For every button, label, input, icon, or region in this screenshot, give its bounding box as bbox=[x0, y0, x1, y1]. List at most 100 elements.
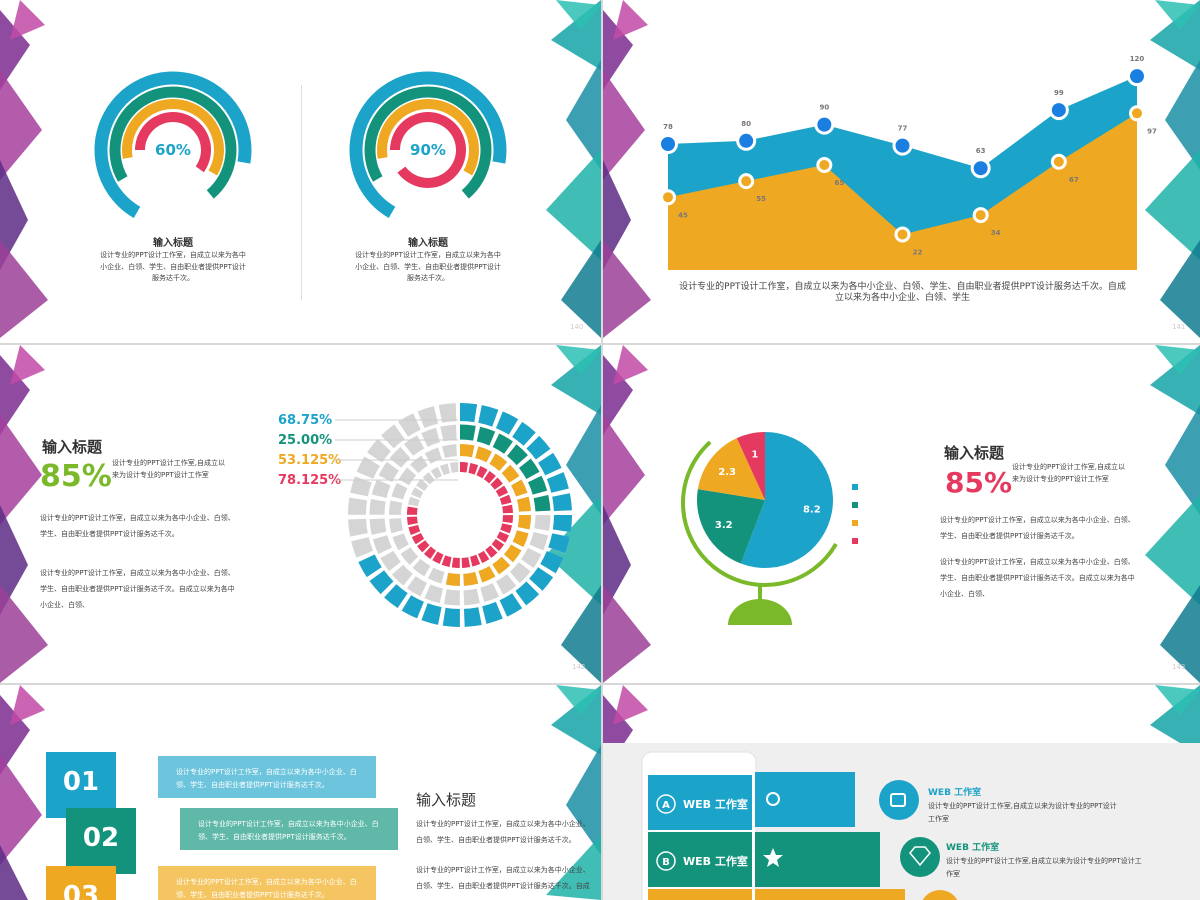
ring-label: 68.75% bbox=[278, 413, 332, 428]
step-text: 设计专业的PPT设计工作室，自成立以来为各中小企业、白领、学生、自由职业者提供P… bbox=[198, 820, 379, 842]
decor-left bbox=[0, 755, 42, 865]
globe-base bbox=[728, 599, 792, 625]
letter: A bbox=[662, 800, 670, 811]
point-label: 90 bbox=[819, 104, 829, 112]
decor-right bbox=[1145, 150, 1200, 260]
phone-block bbox=[648, 832, 752, 887]
letter-badge bbox=[656, 851, 676, 871]
big-number: 85% bbox=[40, 459, 112, 494]
point-core bbox=[817, 117, 832, 132]
point-label: 34 bbox=[991, 229, 1001, 237]
big-number: 85% bbox=[945, 466, 1013, 499]
decor-left bbox=[613, 685, 648, 725]
title: 输入标题 bbox=[42, 438, 103, 456]
phone-label: WEB 工作室 bbox=[683, 854, 748, 868]
paragraph: 设计专业的PPT设计工作室，自成立以来为各中小企业、白领、学生、自由职业者提供P… bbox=[416, 866, 590, 891]
decor-right bbox=[1160, 585, 1200, 683]
letter: B bbox=[662, 857, 670, 868]
decor-right bbox=[556, 685, 601, 715]
pie-slice bbox=[697, 489, 765, 564]
decor-left bbox=[603, 505, 631, 615]
ring-decor bbox=[94, 71, 252, 218]
decor-left bbox=[603, 585, 651, 683]
point-label: 77 bbox=[898, 125, 908, 133]
decor-right bbox=[561, 585, 601, 683]
point-core bbox=[1053, 156, 1064, 167]
decor-left bbox=[603, 160, 631, 270]
pie-slice bbox=[697, 438, 765, 500]
decor-left bbox=[0, 355, 30, 435]
decor-right bbox=[566, 60, 601, 170]
pie-label: 2.3 bbox=[718, 467, 736, 478]
decor-right bbox=[1145, 495, 1200, 605]
ring-arc bbox=[135, 112, 211, 173]
decor-right bbox=[1165, 60, 1200, 170]
paragraph: 设计专业的PPT设计工作室，自成立以来为各中小企业、白领、学生、自由职业者提供P… bbox=[40, 514, 235, 539]
decor-left bbox=[10, 0, 45, 40]
point-core bbox=[973, 161, 988, 176]
item-title: WEB 工作室 bbox=[946, 843, 1000, 853]
ring-arc bbox=[390, 112, 466, 188]
divider bbox=[301, 85, 302, 300]
point-label: 99 bbox=[1054, 89, 1064, 97]
decor-right bbox=[566, 405, 601, 515]
point-label: 97 bbox=[1147, 127, 1157, 135]
text-bar bbox=[180, 808, 398, 850]
globe-ring bbox=[681, 440, 838, 587]
legend-swatch bbox=[852, 502, 858, 508]
diamond bbox=[909, 846, 931, 867]
point-core bbox=[663, 192, 673, 203]
item-text: 设计专业的PPT设计工作室,自成立以来为设计专业的PPT设计工作室 bbox=[928, 802, 1117, 824]
title: 输入标题 bbox=[416, 791, 477, 809]
decor-left bbox=[0, 160, 28, 270]
point-core bbox=[1051, 103, 1066, 118]
area bbox=[668, 113, 1137, 270]
title: 输入标题 bbox=[944, 444, 1005, 462]
ring-text: 设计专业的PPT设计工作室，自成立以来为各中小企业、白领、学生、自由职业者提供P… bbox=[355, 251, 501, 283]
decor-right bbox=[561, 240, 601, 338]
decor-right bbox=[1155, 345, 1200, 375]
point-core bbox=[741, 176, 752, 187]
step-number: 01 bbox=[63, 767, 99, 797]
legend-swatch bbox=[852, 484, 858, 490]
paragraph: 设计专业的PPT设计工作室，自成立以来为各中小企业、白领、学生、自由职业者提供P… bbox=[940, 516, 1135, 541]
point-core bbox=[739, 133, 754, 148]
decor-left bbox=[0, 10, 30, 90]
point-label: 22 bbox=[913, 248, 923, 256]
point-core bbox=[897, 229, 908, 240]
point-core bbox=[1130, 69, 1144, 84]
paragraph: 设计专业的PPT设计工作室，自成立以来为各中小企业、白领、学生、自由职业者提供P… bbox=[416, 820, 590, 845]
point-label: 67 bbox=[1069, 176, 1079, 184]
point-label: 55 bbox=[756, 195, 766, 203]
phone-block bbox=[648, 775, 752, 830]
num-box bbox=[46, 752, 116, 818]
decor-left bbox=[0, 585, 48, 683]
step-number: 03 bbox=[63, 881, 99, 900]
pie-slice bbox=[736, 432, 765, 500]
pie-label: 8.2 bbox=[803, 505, 821, 516]
decor-left bbox=[613, 345, 648, 385]
decor-right bbox=[546, 150, 601, 260]
decor-left bbox=[603, 240, 651, 338]
pie-label: 3.2 bbox=[715, 520, 733, 531]
side-text: 设计专业的PPT设计工作室,自成立以来为设计专业的PPT设计工作室 bbox=[1012, 463, 1125, 483]
phone-block bbox=[648, 889, 752, 900]
point-core bbox=[819, 160, 830, 170]
ring-label: 60% bbox=[155, 141, 191, 159]
decor-left bbox=[0, 415, 42, 525]
decor-left bbox=[0, 695, 30, 775]
decor-right bbox=[1155, 0, 1200, 30]
ring-label: 25.00% bbox=[278, 433, 332, 448]
decor-right bbox=[1165, 405, 1200, 515]
ring-label: 53.125% bbox=[278, 453, 341, 468]
ring-decor bbox=[377, 99, 479, 176]
step-text: 设计专业的PPT设计工作室，自成立以来为各中小企业、白领、学生、自由职业者提供P… bbox=[176, 768, 357, 790]
decor-left bbox=[10, 345, 45, 385]
ring-segment bbox=[356, 403, 572, 627]
decor-right bbox=[566, 745, 601, 855]
decor-right bbox=[546, 495, 601, 605]
text-bar bbox=[158, 756, 376, 798]
point-label: 120 bbox=[1130, 55, 1145, 63]
decor-right bbox=[1155, 685, 1200, 715]
